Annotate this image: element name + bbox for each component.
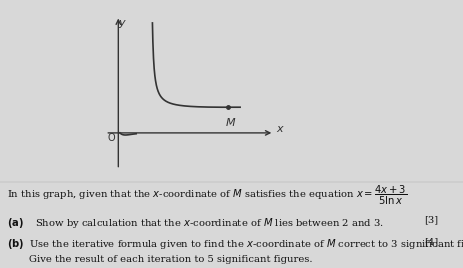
Text: $\mathbf{(a)}$: $\mathbf{(a)}$ (7, 216, 24, 230)
Text: O: O (107, 133, 115, 143)
Text: y: y (118, 18, 125, 28)
Text: [4]: [4] (423, 237, 438, 246)
Text: x: x (275, 124, 282, 134)
Text: M: M (225, 118, 234, 128)
Text: $\mathbf{(b)}$: $\mathbf{(b)}$ (7, 237, 24, 251)
Text: Use the iterative formula given to find the $x$-coordinate of $M$ correct to 3 s: Use the iterative formula given to find … (29, 237, 463, 251)
Text: In this graph, given that the $x$-coordinate of $M$ satisfies the equation $x = : In this graph, given that the $x$-coordi… (7, 184, 406, 207)
Text: [3]: [3] (424, 216, 438, 225)
Text: Show by calculation that the $x$-coordinate of $M$ lies between 2 and 3.: Show by calculation that the $x$-coordin… (35, 216, 383, 230)
Text: Give the result of each iteration to 5 significant figures.: Give the result of each iteration to 5 s… (29, 255, 312, 264)
